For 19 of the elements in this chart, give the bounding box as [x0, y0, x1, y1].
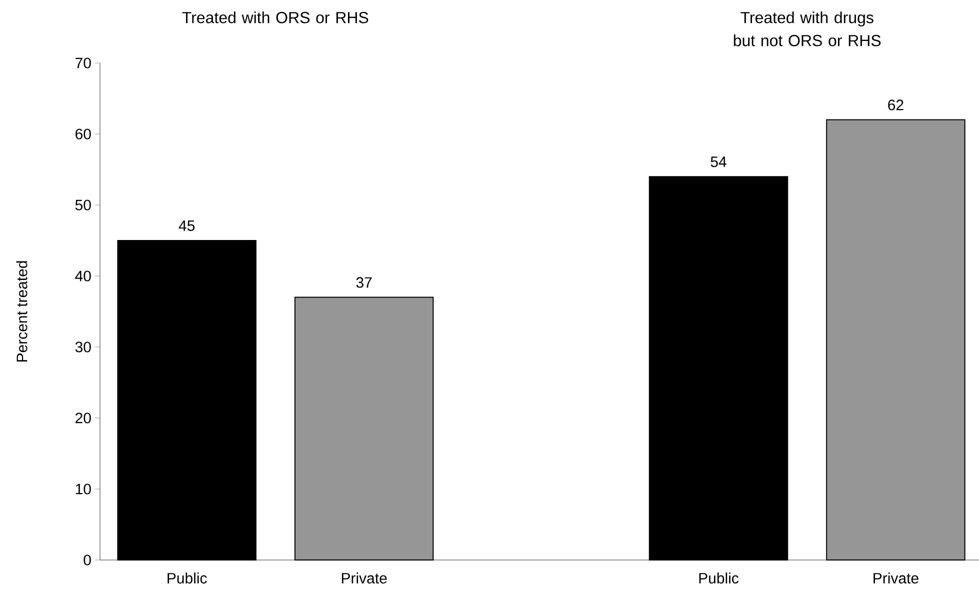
y-axis-title: Percent treated — [16, 261, 28, 362]
y-tick-label: 10 — [76, 484, 91, 494]
x-tick-label: Public — [699, 572, 739, 584]
y-tick-label: 20 — [76, 412, 91, 424]
x-tick-label: Private — [342, 572, 387, 584]
data-label: 45 — [178, 220, 195, 231]
text: Treated with ORS or RHS — [182, 12, 368, 24]
data-label: 62 — [888, 100, 904, 110]
x-tick-label: Public — [168, 572, 207, 584]
y-tick-label: 30 — [75, 342, 91, 352]
y-tick-label: 0 — [84, 554, 91, 566]
y-tick-label: 40 — [75, 270, 91, 282]
y-tick-label: 60 — [76, 128, 91, 140]
data-label: 54 — [710, 156, 726, 168]
x-tick-label: Private — [874, 572, 918, 584]
text: Treated with drugs but not ORS or RHS — [734, 12, 881, 46]
data-label: 37 — [356, 277, 372, 288]
y-tick-label: 50 — [75, 200, 91, 210]
y-tick-label: 70 — [76, 58, 91, 68]
